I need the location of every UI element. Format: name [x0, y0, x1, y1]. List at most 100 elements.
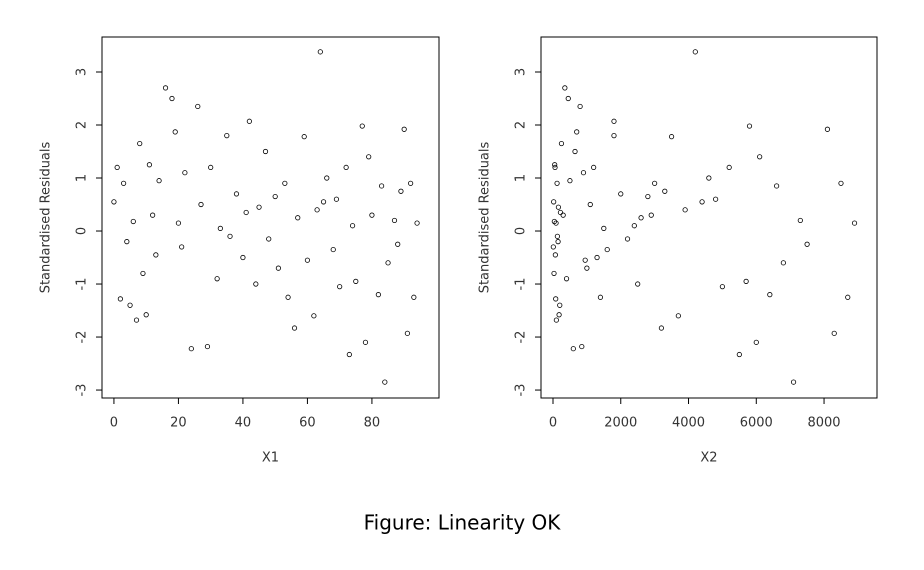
point	[574, 129, 580, 135]
point	[554, 180, 560, 186]
point	[570, 346, 576, 352]
point	[182, 170, 188, 176]
point	[557, 302, 563, 308]
point	[408, 180, 414, 186]
point	[337, 284, 343, 290]
point	[359, 123, 365, 129]
point	[153, 252, 159, 258]
y-axis-label: Standardised Residuals	[39, 141, 54, 293]
point	[743, 278, 749, 284]
point	[668, 134, 675, 140]
y-tick-label: 3	[514, 68, 529, 76]
point	[295, 215, 301, 221]
point	[246, 118, 252, 124]
y-tick-label: 3	[75, 68, 90, 76]
point	[790, 379, 797, 385]
point	[554, 233, 560, 239]
point	[111, 199, 117, 205]
y-tick-label: 2	[75, 121, 90, 129]
point	[127, 302, 133, 308]
y-tick-label: 2	[514, 121, 529, 129]
point	[130, 218, 136, 225]
point	[411, 294, 417, 300]
point	[713, 196, 719, 202]
point	[645, 193, 651, 200]
point	[414, 220, 420, 226]
point	[369, 212, 375, 218]
point	[143, 312, 149, 318]
point	[282, 180, 288, 186]
point	[272, 193, 278, 200]
point	[188, 346, 194, 352]
point	[594, 254, 600, 261]
x-tick-label: 0	[110, 416, 118, 431]
point	[557, 209, 564, 216]
point	[552, 164, 558, 171]
point	[587, 201, 593, 208]
point	[240, 254, 246, 261]
point	[175, 220, 182, 226]
x-tick-label: 60	[299, 416, 316, 431]
x-tick-label: 0	[549, 416, 557, 431]
point	[214, 276, 220, 282]
point	[401, 126, 407, 132]
point	[579, 343, 585, 350]
point	[233, 191, 240, 197]
y-tick-label: 1	[514, 174, 529, 182]
y-tick-label: 0	[514, 227, 529, 235]
point	[150, 212, 156, 218]
point	[631, 223, 637, 229]
x-axis-label: X2	[700, 451, 717, 466]
point	[314, 207, 320, 213]
point	[797, 217, 803, 224]
point	[648, 212, 654, 218]
point	[780, 260, 786, 266]
point	[121, 180, 127, 186]
point	[706, 175, 712, 181]
point	[398, 188, 404, 194]
point	[553, 317, 559, 323]
point	[262, 148, 269, 155]
point	[317, 49, 323, 55]
point	[198, 201, 204, 208]
x-tick-label: 20	[170, 416, 187, 431]
point	[172, 129, 178, 135]
point	[266, 236, 272, 242]
point	[333, 196, 340, 202]
point	[558, 140, 565, 147]
point	[378, 183, 385, 189]
point	[552, 162, 558, 168]
point	[604, 246, 610, 253]
point	[591, 164, 597, 171]
point	[275, 265, 282, 271]
plot-frame	[540, 36, 878, 399]
point	[556, 312, 562, 318]
point	[746, 123, 753, 129]
y-tick-label: -3	[514, 384, 529, 397]
point	[618, 191, 624, 197]
point	[179, 244, 185, 250]
point	[346, 351, 352, 358]
point	[146, 162, 153, 168]
point	[753, 339, 759, 345]
y-tick-label: -2	[75, 331, 90, 344]
x-tick-label: 40	[235, 416, 252, 431]
point	[692, 49, 698, 55]
y-tick-label: 0	[75, 227, 90, 235]
point	[162, 85, 169, 91]
y-tick-label: -3	[75, 384, 90, 397]
point	[838, 180, 844, 186]
point	[553, 296, 559, 302]
point	[682, 207, 688, 213]
point	[330, 246, 336, 253]
point	[551, 270, 557, 277]
point	[565, 95, 571, 102]
point	[580, 170, 587, 176]
point	[675, 313, 681, 319]
point	[555, 239, 561, 245]
point	[349, 223, 356, 229]
point	[291, 325, 298, 331]
point	[699, 199, 705, 205]
point	[757, 154, 763, 160]
